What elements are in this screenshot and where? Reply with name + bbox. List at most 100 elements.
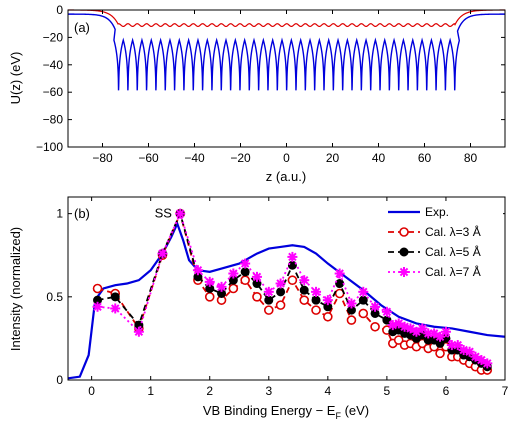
panel-a-y-tick-label: −20 — [43, 30, 64, 44]
series-1-point — [346, 315, 357, 325]
series-2-point — [358, 295, 368, 305]
legend-label: Cal. λ=7 Å — [425, 264, 481, 279]
panel-a-y-tick-label: −60 — [43, 85, 64, 99]
legend-label: Cal. λ=3 Å — [425, 224, 481, 239]
series-3-point — [175, 208, 186, 219]
series-1-point — [228, 283, 239, 294]
series-1-point — [370, 321, 380, 332]
panel-a-x-tick-label: 20 — [326, 151, 340, 165]
series-2-point — [287, 260, 297, 270]
series-1-point — [287, 275, 298, 285]
panel-a-plot-area — [68, 9, 505, 91]
panel-b-y-tick-label: 1 — [56, 207, 63, 221]
series-1-point — [358, 308, 369, 319]
panel-a-x-tick-label: −80 — [92, 151, 113, 165]
series-3-point — [482, 358, 493, 369]
series-1-point — [323, 311, 333, 322]
series-3-point — [92, 301, 103, 312]
series-3-point — [322, 295, 333, 306]
series-3-point — [381, 306, 392, 317]
series-1-point — [204, 292, 215, 302]
series-line-exp — [67, 220, 506, 380]
panel-b-x-tick-label: 6 — [443, 384, 450, 398]
legend-marker-sample — [399, 227, 409, 237]
series-3-point — [192, 265, 203, 276]
series-3-point — [370, 301, 381, 312]
legend-items: Exp. Cal. λ=3 Å Cal. λ=5 Å Cal. λ=7 Å — [388, 205, 481, 279]
series-3-point — [263, 286, 274, 297]
panel-a-x-ticks: −80 −60 −40 −20 0 20 40 60 80 — [92, 10, 477, 165]
panel-b-legend: Exp. Cal. λ=3 Å Cal. λ=5 Å Cal. λ=7 Å — [385, 201, 503, 285]
panel-a: −80 −60 −40 −20 0 20 40 60 80 0−20−40−60−80−100 … — [8, 3, 506, 184]
series-3-point — [157, 248, 168, 259]
series-1-point — [311, 305, 321, 315]
panel-a-y-ticks: 0 −20 −40 −60 −80 −100 — [36, 3, 505, 154]
panel-b: 0 1 2 3 4 5 6 7 0 0.5 1 (b) SS VB Binding Energy … — [8, 196, 509, 421]
series-3-point — [216, 281, 227, 292]
panel-b-y-tick-label: 0 — [56, 373, 63, 387]
panel-b-x-ticks: 0 1 2 3 4 5 6 7 — [88, 197, 509, 398]
series-1-point — [92, 283, 103, 294]
series-3-point — [110, 303, 121, 314]
panel-b-y-tick-label: 0.5 — [46, 290, 63, 304]
series-2-point — [299, 285, 309, 295]
series-2-point — [264, 295, 274, 305]
series-3-point — [440, 326, 451, 337]
panel-b-x-tick-label: 5 — [384, 384, 391, 398]
series-1-point — [263, 305, 274, 315]
series-3-point — [204, 276, 215, 287]
panel-b-x-tick-label: 0 — [88, 384, 95, 398]
panel-b-frame — [67, 196, 506, 381]
series-1-point — [435, 348, 445, 359]
series-1-point — [393, 335, 404, 345]
panel-b-x-tick-label: 4 — [324, 384, 331, 398]
series-1-point — [252, 292, 262, 302]
panel-b-x-tick-label: 1 — [147, 384, 154, 398]
panel-b-x-label: VB Binding Energy − EF (eV) — [203, 403, 369, 421]
series-3-point — [228, 268, 239, 279]
panel-a-x-tick-label: 60 — [418, 151, 432, 165]
series-3-point — [311, 286, 322, 297]
series-3-point — [464, 346, 475, 357]
legend-entry: Cal. λ=3 Å — [388, 224, 481, 239]
panel-a-y-label: U(z) (eV) — [8, 52, 23, 105]
series-2-point — [276, 287, 286, 297]
panel-a-y-tick-label: −40 — [43, 58, 64, 72]
series-3-point — [287, 251, 298, 262]
ss-annotation: SS — [155, 206, 173, 221]
legend-marker-sample — [399, 247, 409, 257]
panel-a-x-label: z (a.u.) — [266, 169, 306, 184]
legend-entry: Cal. λ=5 Å — [388, 244, 481, 259]
panel-b-x-tick-label: 7 — [502, 384, 509, 398]
panel-a-blue-potential-line — [68, 13, 505, 91]
panel-a-label: (a) — [74, 20, 90, 35]
panel-b-x-label-sub: F — [335, 411, 341, 421]
series-1-point — [299, 295, 310, 305]
panel-b-x-label-tail: (eV) — [341, 403, 369, 418]
series-1-point — [275, 300, 286, 310]
series-3-point — [240, 258, 251, 269]
panel-a-x-tick-label: −40 — [184, 151, 205, 165]
panel-b-x-label-main: VB Binding Energy − E — [203, 403, 336, 418]
panel-a-x-tick-label: −60 — [138, 151, 159, 165]
series-3-point — [346, 298, 357, 309]
series-3-point — [299, 275, 310, 286]
series-1-point — [240, 275, 250, 285]
panel-a-x-tick-label: −20 — [230, 151, 251, 165]
panel-a-x-tick-label: 40 — [372, 151, 386, 165]
series-3-point — [133, 326, 144, 337]
legend-entry: Cal. λ=7 Å — [388, 264, 481, 279]
series-3-point — [334, 268, 345, 279]
legend-marker-sample — [399, 267, 409, 277]
panel-a-y-tick-label: −80 — [43, 113, 64, 127]
legend-label: Cal. λ=5 Å — [425, 244, 481, 259]
panel-b-x-tick-label: 3 — [265, 384, 272, 398]
panel-a-y-tick-label: −100 — [36, 140, 63, 154]
legend-entry: Exp. — [388, 205, 449, 219]
panel-b-x-tick-label: 2 — [206, 384, 213, 398]
series-2-point — [240, 267, 250, 277]
panel-b-plot-area — [67, 208, 506, 380]
series-2-point — [110, 292, 120, 302]
series-line-cal-3 — [97, 211, 488, 365]
